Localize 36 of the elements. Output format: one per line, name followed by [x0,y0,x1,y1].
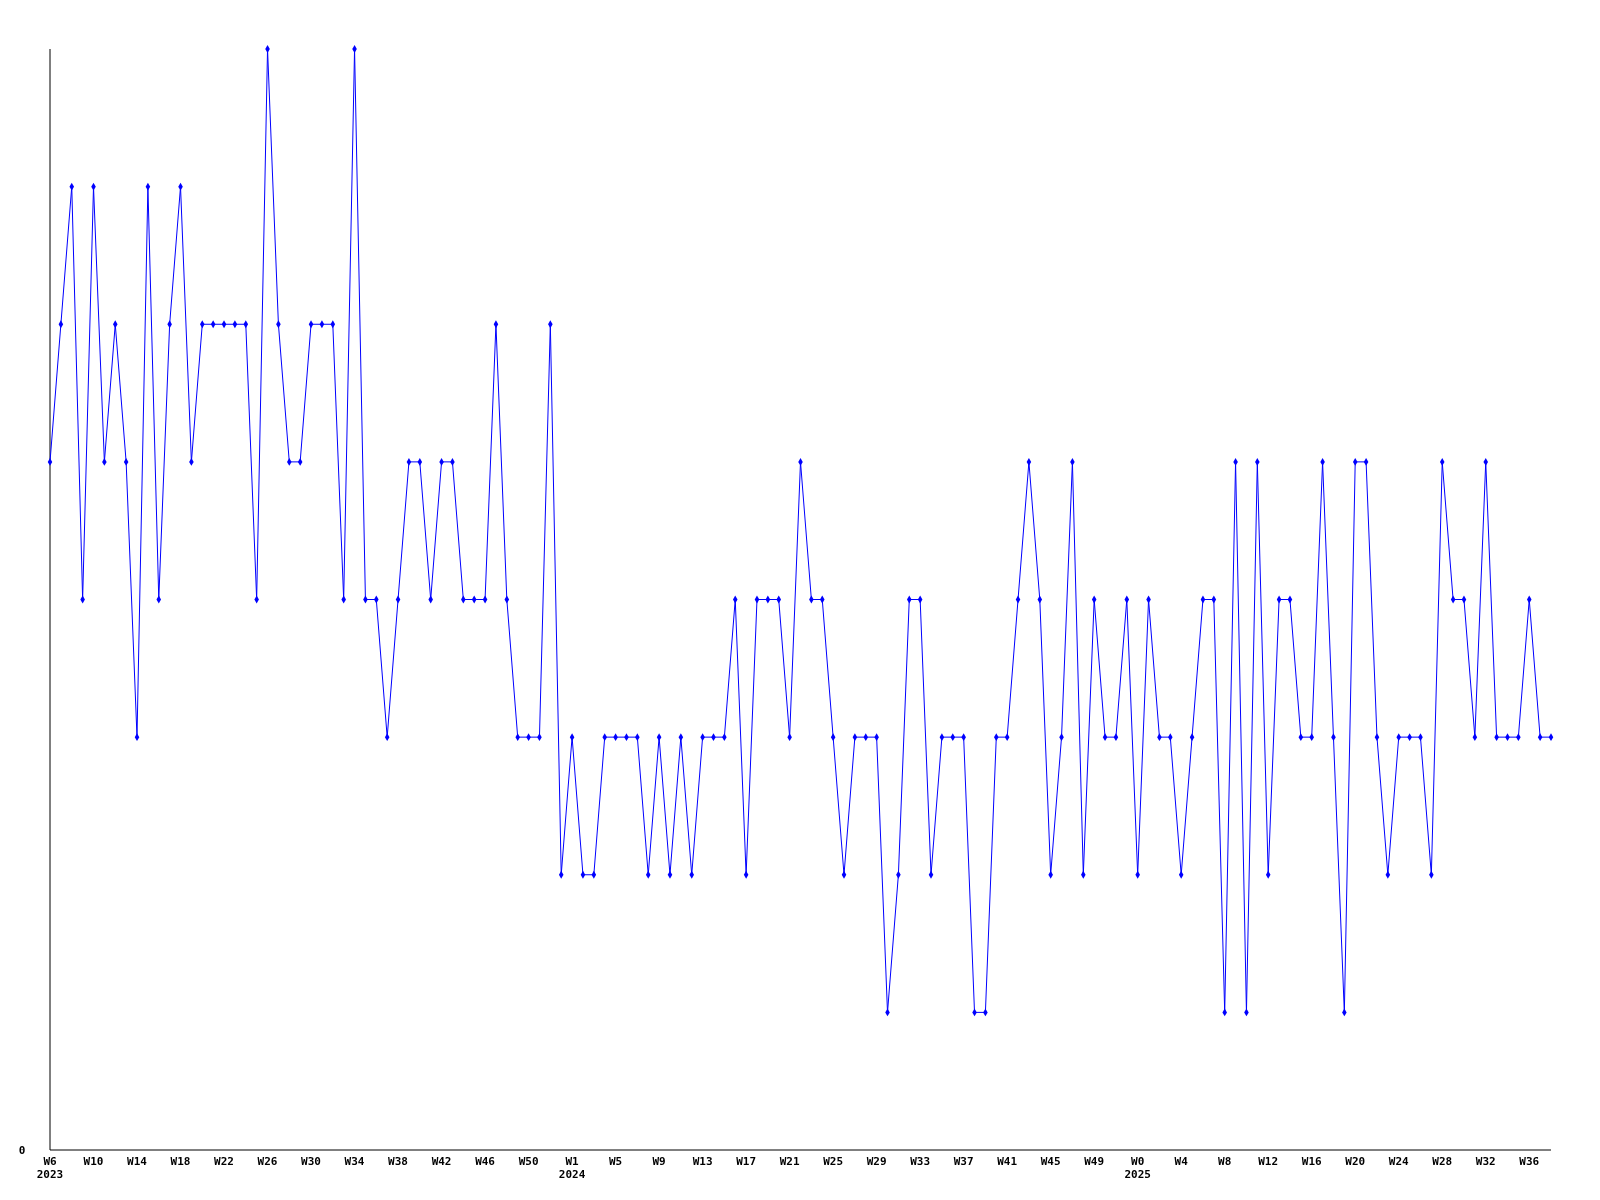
x-tick-label: W24 [1388,1155,1410,1168]
x-tick-label: W38 [388,1155,408,1168]
x-tick-label: W33 [910,1155,931,1168]
x-tick-label: W8 [1218,1155,1232,1168]
x-tick-label: W17 [736,1155,757,1168]
x-tick-label: W5 [608,1155,623,1168]
x-tick-label: W50 [518,1155,539,1168]
x-tick-label: W49 [1084,1155,1105,1168]
x-tick-label: W6 2023 [36,1155,64,1181]
x-tick-label: W41 [997,1155,1018,1168]
x-tick-label: W18 [170,1155,191,1168]
x-tick-label: W45 [1040,1155,1061,1168]
x-tick-label: W14 [127,1155,148,1168]
x-tick-label: W9 [652,1155,666,1168]
x-tick-label: W10 [83,1155,104,1168]
x-tick-label: W12 [1258,1155,1279,1168]
x-tick-label: W21 [779,1155,800,1168]
text: 0 [18,1144,26,1157]
x-tick-label: W1 2024 [558,1155,586,1181]
x-tick-label: W16 [1301,1155,1323,1168]
x-tick-label: W34 [344,1155,365,1168]
x-tick-label: W26 [257,1155,278,1168]
x-tick-label: W37 [953,1155,974,1168]
x-tick-label: W32 [1475,1155,1496,1168]
x-tick-label: W25 [823,1155,844,1168]
x-tick-label: W36 [1519,1155,1540,1168]
x-tick-label: W46 [475,1155,496,1168]
x-tick-label: W13 [692,1155,713,1168]
x-tick-label: W22 [214,1155,234,1168]
x-tick-label: W28 [1432,1155,1453,1168]
x-tick-label: W4 [1174,1155,1189,1168]
x-tick-label: W42 [431,1155,452,1168]
x-tick-label: W0 2025 [1124,1155,1151,1181]
x-tick-label: W20 [1345,1155,1366,1168]
x-tick-label: W29 [866,1155,887,1168]
x-tick-label: W30 [301,1155,321,1168]
